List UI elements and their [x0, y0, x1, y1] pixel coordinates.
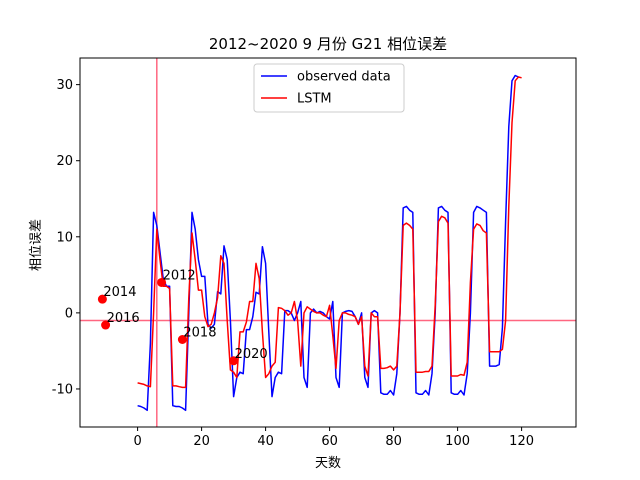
axes-frame — [79, 57, 577, 428]
x-tick-label-0: 0 — [133, 434, 141, 449]
annotation-label-2014: 2014 — [103, 285, 136, 300]
y-tick-label-10: 10 — [56, 230, 73, 245]
annotation-label-2016: 2016 — [107, 311, 140, 326]
data-layer — [80, 58, 576, 427]
annotation-label-2018: 2018 — [183, 326, 216, 341]
x-tick-label-100: 100 — [445, 434, 470, 449]
plot-area: 2012 2014 2016 2018 2020 0 20 40 60 80 100 120 -10 0 1… — [52, 57, 577, 449]
x-tick-label-60: 60 — [321, 434, 338, 449]
annotation-label-2020: 2020 — [235, 347, 268, 362]
y-tick-label-20: 20 — [56, 154, 73, 169]
x-tick-label-120: 120 — [509, 434, 534, 449]
y-axis-label: 相位误差 — [29, 219, 44, 271]
annotation-point-2012 — [157, 277, 167, 287]
legend-box — [253, 63, 405, 113]
y-tick-label--10: -10 — [52, 382, 73, 397]
legend-label-1: LSTM — [297, 92, 332, 107]
y-tick-label-0: 0 — [65, 306, 73, 321]
x-axis-label: 天数 — [315, 456, 341, 471]
annotation-point-2016 — [101, 320, 111, 330]
chart-title: 2012~2020 9 月份 G21 相位误差 — [209, 35, 447, 53]
x-tick-label-80: 80 — [385, 434, 402, 449]
x-tick-label-20: 20 — [193, 434, 210, 449]
legend-label-0: observed data — [297, 70, 391, 85]
legend: observed data LSTM — [253, 63, 405, 113]
x-tick-label-40: 40 — [257, 434, 274, 449]
annotation-point-2020 — [229, 356, 239, 366]
y-tick-label-30: 30 — [56, 78, 73, 93]
series-line-observed-data — [137, 74, 519, 412]
annotation-label-2012: 2012 — [163, 268, 196, 283]
series-line-lstm — [137, 76, 522, 389]
annotation-point-2018 — [177, 335, 187, 345]
annotation-point-2014 — [97, 294, 107, 304]
